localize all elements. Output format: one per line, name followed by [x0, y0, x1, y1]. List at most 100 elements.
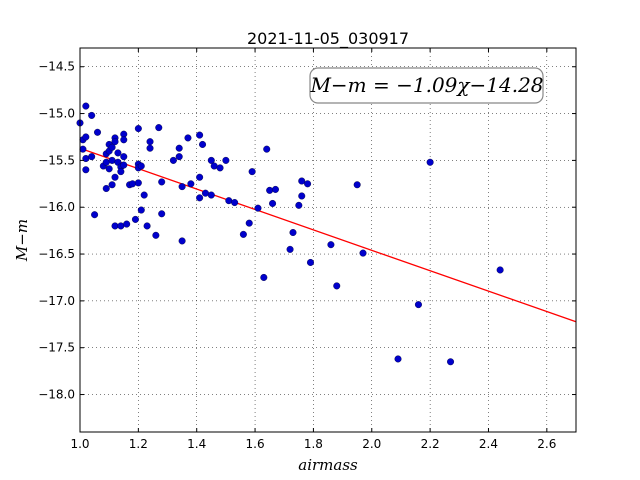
x-tick-label: 2.0: [362, 437, 381, 451]
data-point: [196, 131, 204, 139]
data-point: [146, 138, 154, 146]
data-point: [199, 140, 207, 148]
data-point: [196, 173, 204, 181]
data-point: [140, 191, 148, 199]
x-axis-label: airmass: [298, 456, 358, 474]
plot-frame: [79, 47, 577, 433]
grid-lines: [79, 48, 576, 432]
y-tick-label: −17.0: [38, 294, 75, 308]
data-point: [146, 144, 154, 152]
plot-area: [80, 48, 576, 432]
y-tick-label: −17.5: [38, 341, 75, 355]
data-point: [222, 156, 230, 164]
data-point: [134, 125, 142, 133]
data-point: [134, 179, 142, 187]
data-point: [131, 215, 139, 223]
data-point: [271, 185, 279, 193]
data-point: [91, 211, 99, 219]
data-point: [210, 162, 218, 170]
data-point: [111, 173, 119, 181]
data-point: [496, 266, 504, 274]
data-point: [178, 237, 186, 245]
data-point: [196, 194, 204, 202]
data-point: [129, 180, 137, 188]
data-point: [82, 166, 90, 174]
fit-line-layer: [79, 147, 577, 323]
x-tick-label: 2.2: [421, 437, 440, 451]
y-tick-label: −14.5: [38, 60, 75, 74]
x-tick-label: 1.2: [129, 437, 148, 451]
x-tick-label: 1.6: [246, 437, 265, 451]
x-tick-label: 2.6: [537, 437, 556, 451]
data-point: [108, 181, 116, 189]
data-point: [102, 158, 110, 166]
data-point: [248, 168, 256, 176]
data-point: [353, 181, 361, 189]
data-point: [88, 153, 96, 161]
data-point: [269, 199, 277, 207]
x-tick-label: 1.4: [187, 437, 206, 451]
data-point: [82, 102, 90, 110]
data-point: [123, 220, 131, 228]
fit-equation-label: M−m = −1.09χ−14.28: [309, 73, 543, 97]
data-points: [76, 102, 504, 366]
data-point: [254, 204, 262, 212]
y-tick-label: −16.0: [38, 200, 75, 214]
data-point: [426, 158, 434, 166]
data-point: [225, 197, 233, 205]
data-point: [152, 231, 160, 239]
data-point: [187, 180, 195, 188]
fit-line: [79, 147, 577, 323]
data-point: [239, 230, 247, 238]
data-point: [79, 145, 87, 153]
data-point: [216, 164, 224, 172]
legend-box: [309, 67, 544, 104]
data-point: [359, 249, 367, 257]
data-point: [207, 156, 215, 164]
data-point: [94, 128, 102, 136]
data-point: [137, 162, 145, 170]
data-point: [295, 201, 303, 209]
data-point: [117, 168, 125, 176]
data-point: [178, 183, 186, 191]
data-point: [414, 301, 422, 309]
data-point: [306, 258, 314, 266]
data-point: [327, 241, 335, 249]
data-point: [137, 206, 145, 214]
data-point: [298, 177, 306, 185]
data-point: [158, 178, 166, 186]
data-point: [447, 358, 455, 366]
data-point: [82, 133, 90, 141]
y-tick-label: −15.5: [38, 153, 75, 167]
data-point: [105, 165, 113, 173]
data-point: [120, 136, 128, 144]
data-point: [260, 273, 268, 281]
data-point: [266, 186, 274, 194]
data-point: [111, 138, 119, 146]
legend: M−m = −1.09χ−14.28: [309, 67, 544, 104]
axis-ticks: 1.0 1.2 1.4 1.6 1.8 2.0 2.2 2.4 2.6 −14.5 −15.0 −15…: [38, 48, 576, 451]
data-point: [263, 145, 271, 153]
data-point: [88, 111, 96, 119]
y-tick-label: −18.0: [38, 388, 75, 402]
data-point: [231, 199, 239, 207]
data-point: [184, 134, 192, 142]
data-point: [207, 191, 215, 199]
data-point: [117, 222, 125, 230]
data-point: [245, 219, 253, 227]
y-tick-label: −16.5: [38, 247, 75, 261]
data-point: [394, 355, 402, 363]
data-point: [175, 144, 183, 152]
data-point: [289, 229, 297, 237]
data-point: [175, 153, 183, 161]
data-point: [298, 192, 306, 200]
data-point: [102, 184, 110, 192]
chart-title: 2021-11-05_030917: [247, 29, 409, 49]
data-point: [108, 156, 116, 164]
data-point: [111, 222, 119, 230]
x-tick-label: 1.8: [304, 437, 323, 451]
data-point: [201, 189, 209, 197]
y-axis-label: M−m: [13, 219, 31, 262]
data-point: [114, 149, 122, 157]
